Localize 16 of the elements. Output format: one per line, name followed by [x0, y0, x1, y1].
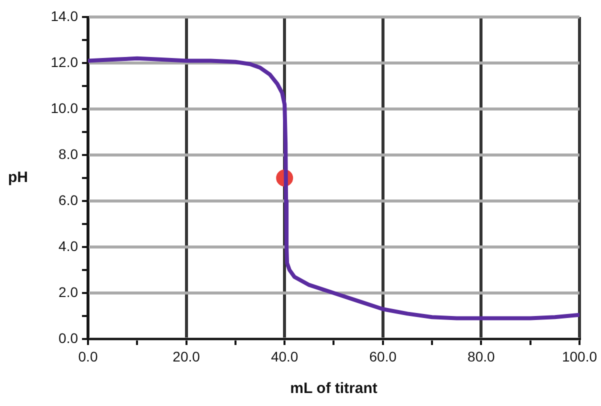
y-tick-label: 0.0: [58, 330, 78, 346]
x-tick-label: 0.0: [78, 348, 98, 364]
x-tick-label: 20.0: [172, 348, 200, 364]
y-tick-label: 12.0: [50, 54, 78, 70]
y-tick-label: 4.0: [58, 238, 78, 254]
y-tick-label: 6.0: [58, 192, 78, 208]
x-tick-label: 40.0: [270, 348, 298, 364]
y-tick-label: 8.0: [58, 146, 78, 162]
y-axis-title: pH: [8, 169, 28, 186]
y-tick-label: 2.0: [58, 284, 78, 300]
y-tick-label: 14.0: [50, 8, 78, 24]
y-tick-label: 10.0: [50, 100, 78, 116]
x-tick-label: 60.0: [369, 348, 397, 364]
x-tick-label: 100.0: [562, 348, 598, 364]
x-tick-label: 80.0: [468, 348, 496, 364]
x-axis-title: mL of titrant: [290, 380, 378, 398]
